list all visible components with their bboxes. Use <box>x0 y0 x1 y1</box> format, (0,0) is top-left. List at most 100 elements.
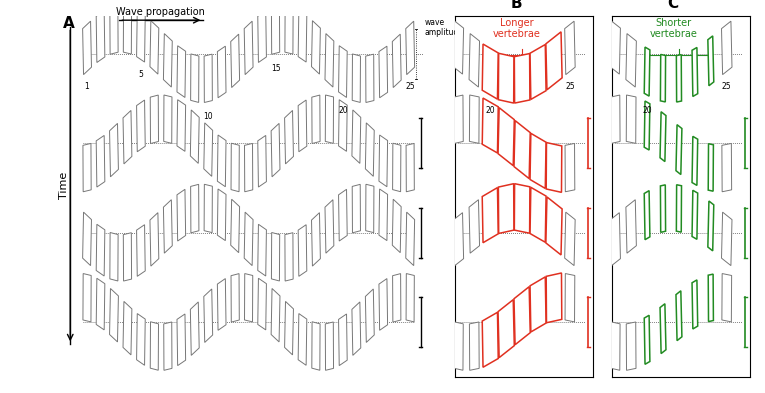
Polygon shape <box>271 288 280 342</box>
Polygon shape <box>692 48 698 96</box>
Polygon shape <box>644 315 650 364</box>
Polygon shape <box>298 314 307 365</box>
Polygon shape <box>83 212 92 266</box>
Polygon shape <box>722 274 731 322</box>
Polygon shape <box>203 123 213 176</box>
Polygon shape <box>123 233 132 281</box>
Polygon shape <box>565 21 575 75</box>
Polygon shape <box>258 224 266 276</box>
Polygon shape <box>325 200 334 253</box>
Polygon shape <box>137 314 145 365</box>
Polygon shape <box>285 6 293 54</box>
Polygon shape <box>203 289 213 342</box>
Text: B: B <box>510 0 522 11</box>
Polygon shape <box>83 143 91 192</box>
Polygon shape <box>644 191 650 240</box>
Polygon shape <box>96 278 105 330</box>
Polygon shape <box>530 277 546 332</box>
Polygon shape <box>565 212 575 266</box>
Polygon shape <box>530 44 546 99</box>
Polygon shape <box>96 224 105 276</box>
Polygon shape <box>498 108 514 166</box>
Polygon shape <box>272 6 280 54</box>
Polygon shape <box>285 233 293 281</box>
Text: Shorter
vertebrae: Shorter vertebrae <box>649 18 697 39</box>
Polygon shape <box>546 143 562 192</box>
Text: 25: 25 <box>722 82 731 91</box>
Polygon shape <box>298 100 307 152</box>
Polygon shape <box>692 136 698 185</box>
Polygon shape <box>150 213 159 266</box>
Polygon shape <box>244 21 253 75</box>
Polygon shape <box>379 189 388 241</box>
Polygon shape <box>721 21 732 75</box>
Polygon shape <box>644 47 650 96</box>
Polygon shape <box>164 33 172 87</box>
Polygon shape <box>692 190 698 239</box>
Text: Time: Time <box>59 172 69 199</box>
Polygon shape <box>546 197 562 255</box>
Polygon shape <box>83 274 91 322</box>
Polygon shape <box>610 322 620 370</box>
Polygon shape <box>177 100 186 151</box>
Polygon shape <box>285 110 294 164</box>
Polygon shape <box>312 95 320 143</box>
Polygon shape <box>244 212 253 266</box>
Polygon shape <box>482 44 498 99</box>
Text: 20: 20 <box>338 106 347 114</box>
Polygon shape <box>204 184 213 233</box>
Polygon shape <box>721 212 732 266</box>
Polygon shape <box>231 199 239 253</box>
Polygon shape <box>352 302 361 355</box>
Polygon shape <box>379 46 388 98</box>
Polygon shape <box>217 135 226 187</box>
Polygon shape <box>392 274 401 322</box>
Polygon shape <box>110 233 118 281</box>
Polygon shape <box>190 302 199 355</box>
Polygon shape <box>83 21 92 75</box>
Polygon shape <box>164 322 172 370</box>
Polygon shape <box>498 299 514 358</box>
Text: 5: 5 <box>138 70 143 79</box>
Polygon shape <box>272 233 280 281</box>
Polygon shape <box>453 213 464 266</box>
Polygon shape <box>610 95 620 143</box>
Polygon shape <box>177 189 186 241</box>
Polygon shape <box>352 54 360 103</box>
Polygon shape <box>392 34 401 88</box>
Polygon shape <box>217 279 226 330</box>
Polygon shape <box>482 312 498 367</box>
Polygon shape <box>109 123 119 177</box>
Text: A: A <box>63 16 74 31</box>
Polygon shape <box>258 11 266 62</box>
Polygon shape <box>123 301 132 355</box>
Polygon shape <box>325 33 334 87</box>
Polygon shape <box>626 200 636 253</box>
Polygon shape <box>405 212 415 266</box>
Polygon shape <box>627 95 636 143</box>
Polygon shape <box>469 200 480 253</box>
Polygon shape <box>96 11 105 62</box>
Polygon shape <box>470 322 479 370</box>
Polygon shape <box>530 187 546 242</box>
Polygon shape <box>708 274 714 321</box>
Polygon shape <box>392 143 401 192</box>
Polygon shape <box>469 33 480 87</box>
Polygon shape <box>498 53 514 103</box>
Polygon shape <box>110 6 118 54</box>
Polygon shape <box>708 36 714 86</box>
Polygon shape <box>366 123 374 176</box>
Polygon shape <box>137 11 145 62</box>
Polygon shape <box>660 55 666 102</box>
Polygon shape <box>366 184 374 233</box>
Polygon shape <box>482 187 498 243</box>
Polygon shape <box>258 136 266 187</box>
Polygon shape <box>708 144 714 191</box>
Polygon shape <box>312 322 320 370</box>
Polygon shape <box>565 274 575 322</box>
Polygon shape <box>137 100 145 152</box>
Polygon shape <box>514 53 530 103</box>
Polygon shape <box>325 322 334 370</box>
Polygon shape <box>177 46 186 97</box>
Polygon shape <box>231 143 239 192</box>
